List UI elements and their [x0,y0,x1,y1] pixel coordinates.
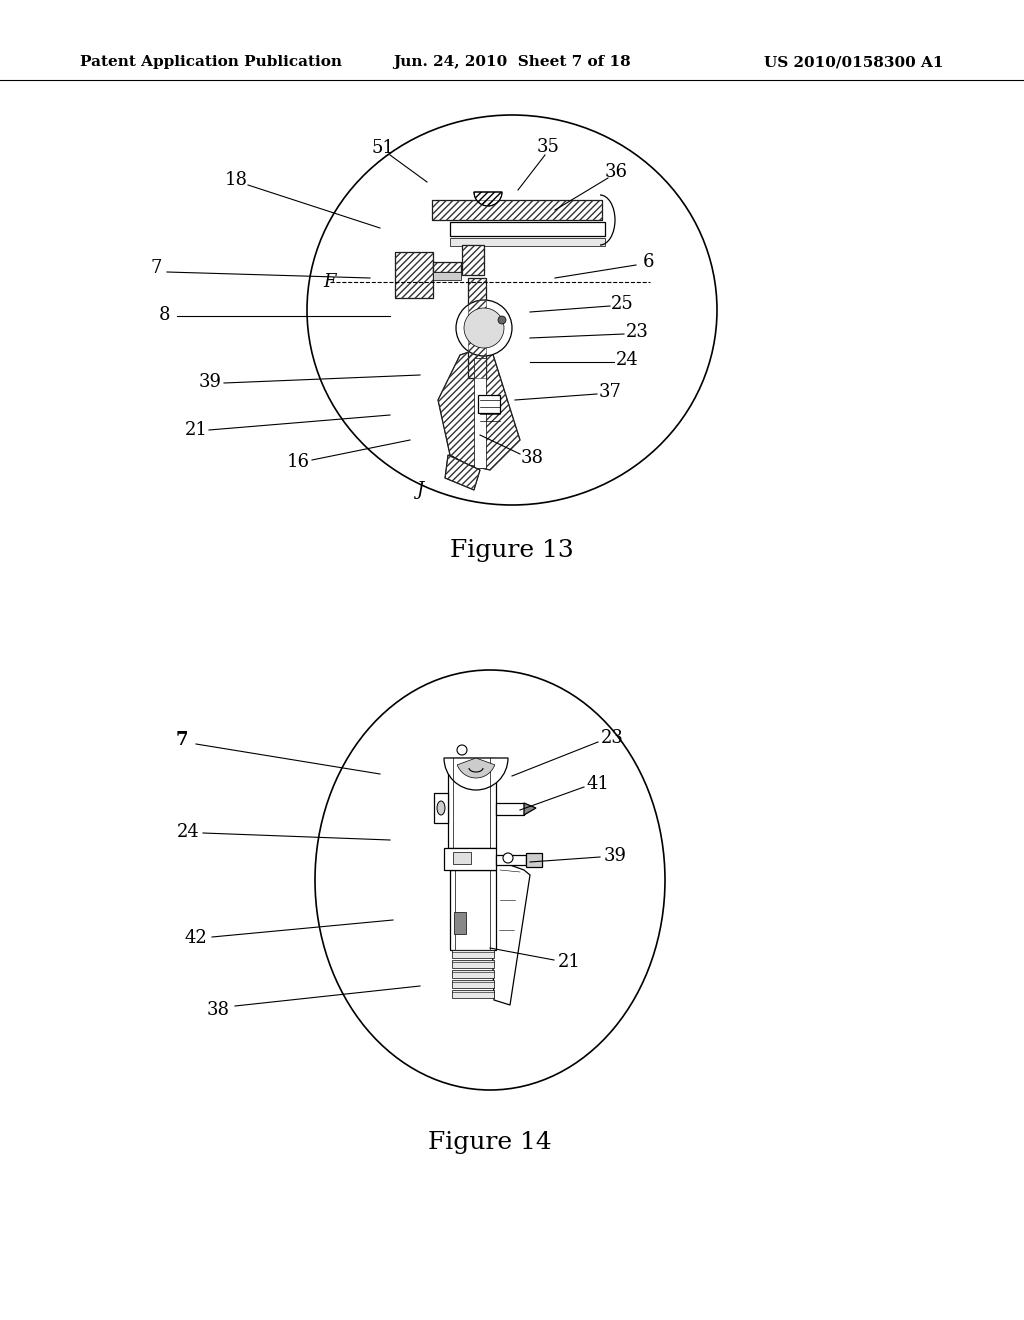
Text: 24: 24 [615,351,638,370]
Text: 7: 7 [151,259,162,277]
Circle shape [503,853,513,863]
Bar [450,222,605,236]
Text: Figure 13: Figure 13 [451,539,573,561]
Text: F: F [324,273,336,290]
Polygon shape [524,803,536,814]
Text: 8: 8 [160,306,171,323]
Bar [433,272,461,280]
Bar [395,252,433,298]
Text: 23: 23 [626,323,648,341]
Text: 41: 41 [587,775,609,793]
Bar [468,279,486,378]
Circle shape [464,308,504,348]
Bar [452,979,494,987]
Bar [468,279,486,378]
Text: US 2010/0158300 A1: US 2010/0158300 A1 [765,55,944,69]
Bar [432,201,602,220]
Bar [433,261,461,272]
Bar [452,960,494,968]
Text: 39: 39 [603,847,627,865]
Circle shape [498,315,506,323]
Text: 23: 23 [600,729,624,747]
Wedge shape [444,758,508,789]
Text: 21: 21 [184,421,208,440]
Text: 7: 7 [176,731,188,748]
Text: 25: 25 [610,294,634,313]
Bar [526,853,542,867]
Bar [433,261,461,272]
Text: 21: 21 [557,953,581,972]
Text: 38: 38 [520,449,544,467]
Bar [496,803,524,814]
Text: 42: 42 [184,929,208,946]
Bar [453,851,471,865]
Circle shape [456,300,512,356]
Text: 38: 38 [207,1001,229,1019]
Bar [478,395,500,413]
Bar [449,758,496,847]
Text: Patent Application Publication: Patent Application Publication [80,55,342,69]
Text: 6: 6 [642,253,653,271]
Bar [452,990,494,998]
Bar [462,246,484,275]
Text: 24: 24 [176,822,200,841]
Polygon shape [490,861,530,1005]
Text: Jun. 24, 2010  Sheet 7 of 18: Jun. 24, 2010 Sheet 7 of 18 [393,55,631,69]
Text: 16: 16 [287,453,309,471]
Text: 51: 51 [372,139,394,157]
Text: 39: 39 [199,374,221,391]
Bar [444,847,496,870]
Bar [452,950,494,958]
Polygon shape [445,455,480,490]
Bar [432,201,602,220]
Circle shape [457,744,467,755]
Ellipse shape [437,801,445,814]
Bar [452,970,494,978]
Text: 18: 18 [224,172,248,189]
Bar [434,793,449,822]
Polygon shape [438,345,520,470]
Bar [496,855,526,865]
Bar [450,238,605,246]
Bar [462,246,484,275]
Bar [454,912,466,935]
Text: 37: 37 [599,383,622,401]
Bar [450,870,496,950]
Text: J: J [417,480,424,499]
Text: 36: 36 [604,162,628,181]
Wedge shape [474,191,502,206]
Text: 35: 35 [537,139,559,156]
Wedge shape [457,758,495,777]
Bar [474,358,486,469]
Bar [395,252,433,298]
Text: Figure 14: Figure 14 [428,1130,552,1154]
